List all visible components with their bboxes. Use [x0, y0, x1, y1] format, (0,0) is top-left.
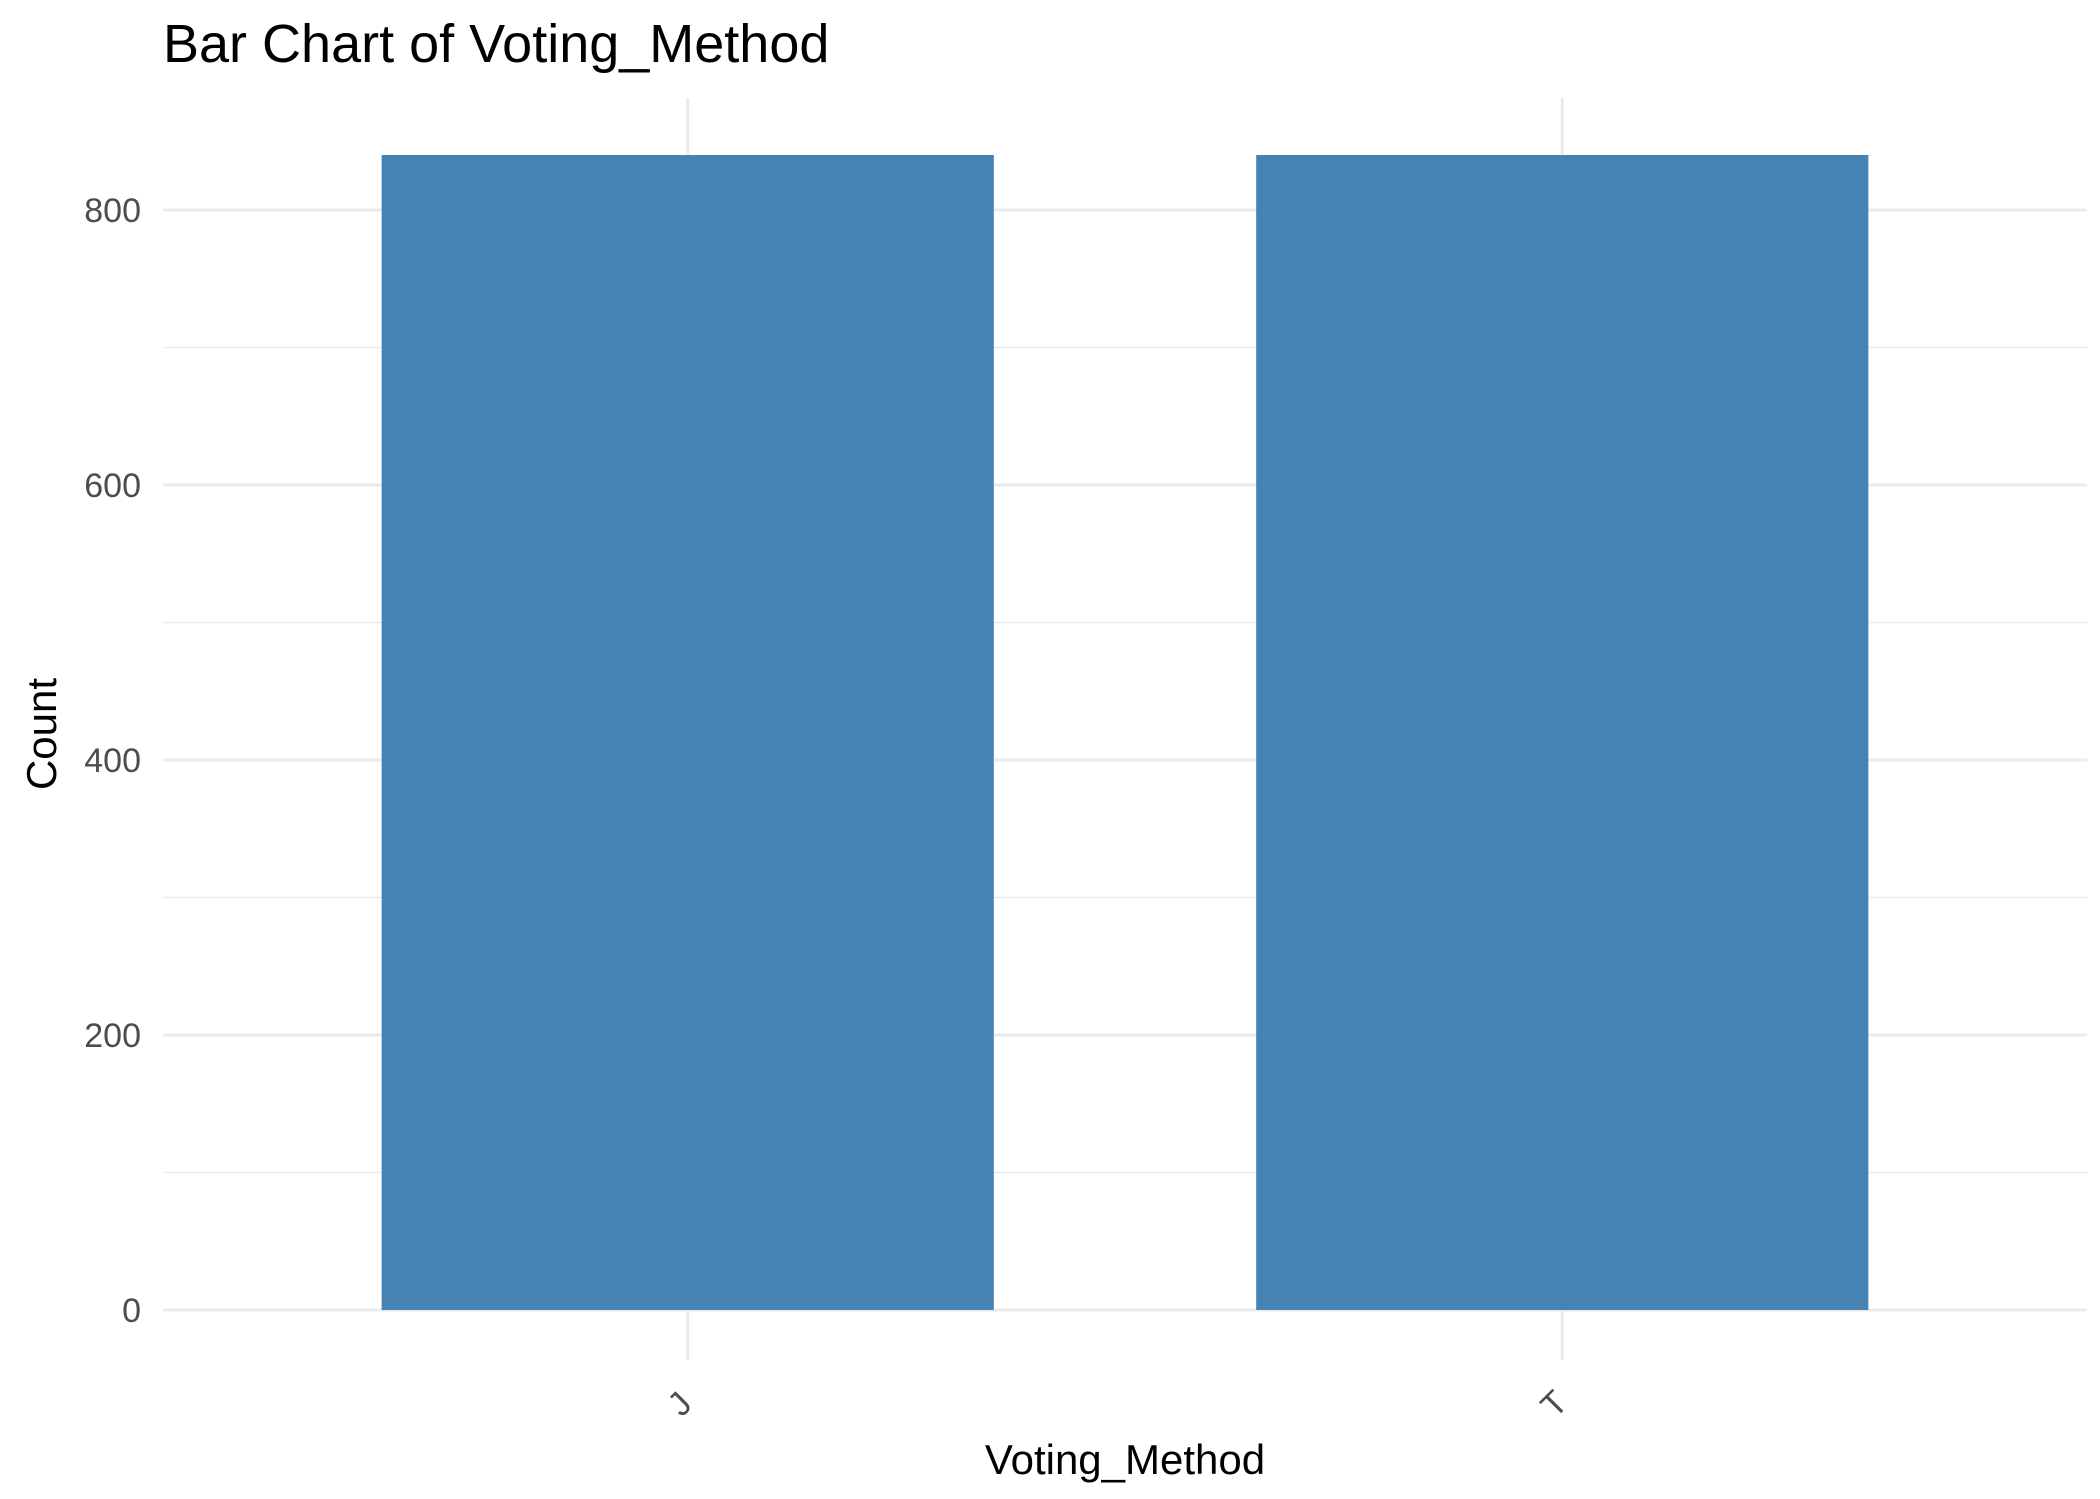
y-axis-ticks: 0 200 400 600 800: [84, 192, 141, 1330]
y-tick-label: 200: [84, 1017, 141, 1055]
bar-T: [1256, 155, 1869, 1310]
bars: [381, 155, 1869, 1310]
chart-title: Bar Chart of Voting_Method: [163, 14, 829, 74]
bar-J: [381, 155, 994, 1310]
y-tick-label: 400: [84, 742, 141, 780]
y-axis-title: Count: [18, 678, 65, 790]
y-tick-label: 0: [122, 1292, 141, 1330]
x-axis-title: Voting_Method: [985, 1436, 1265, 1483]
y-tick-label: 600: [84, 467, 141, 505]
y-tick-label: 800: [84, 192, 141, 230]
x-tick-label: T: [1534, 1383, 1576, 1425]
x-tick-label: J: [661, 1385, 700, 1424]
